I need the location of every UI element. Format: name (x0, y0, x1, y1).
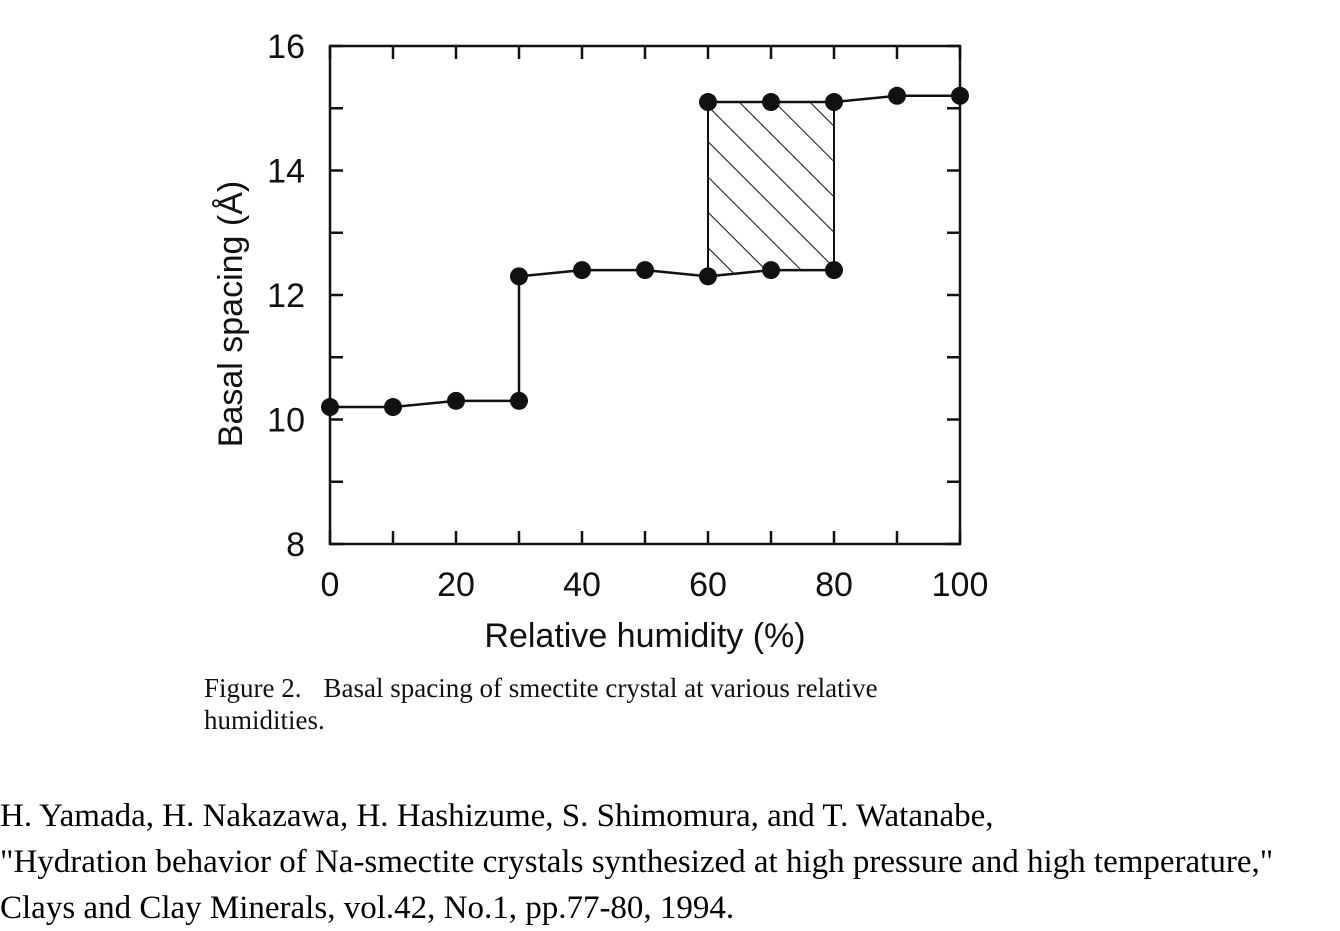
data-point (825, 261, 843, 280)
x-tick-label: 0 (321, 566, 340, 604)
citation-authors: H. Yamada, H. Nakazawa, H. Hashizume, S.… (0, 798, 994, 834)
y-tick-label: 16 (267, 28, 305, 66)
citation-title: "Hydration behavior of Na-smectite cryst… (0, 844, 1274, 880)
data-point (510, 391, 528, 410)
citation-journal: Clays and Clay Minerals, vol.42, No.1, p… (0, 890, 735, 926)
y-tick-label: 8 (286, 526, 305, 564)
data-point (699, 93, 717, 112)
x-tick-label: 80 (815, 566, 853, 604)
data-point (825, 93, 843, 112)
data-point (762, 261, 780, 280)
data-point (384, 398, 402, 417)
y-tick-label: 12 (267, 277, 305, 315)
plot-frame (328, 44, 962, 546)
data-point (699, 267, 717, 286)
data-point (888, 86, 906, 105)
y-tick-label: 10 (267, 402, 305, 440)
figure-number: Figure 2. (204, 673, 302, 703)
x-tick-label: 20 (437, 566, 475, 604)
figure-caption-text: Basal spacing of smectite crystal at var… (204, 673, 878, 735)
figure-caption: Figure 2. Basal spacing of smectite cryst… (204, 672, 1004, 736)
hatched-region (707, 101, 835, 278)
data-point (510, 267, 528, 286)
data-point (951, 86, 969, 105)
y-axis-label: Basal spacing (Å) (212, 181, 250, 447)
y-tick-label: 14 (267, 153, 305, 191)
data-point (636, 261, 654, 280)
x-tick-label: 40 (563, 566, 601, 604)
data-point (762, 93, 780, 112)
data-point (573, 261, 591, 280)
data-point (447, 391, 465, 410)
x-tick-label: 60 (689, 566, 727, 604)
citation: H. Yamada, H. Nakazawa, H. Hashizume, S.… (0, 793, 1340, 931)
basal-spacing-chart: 0 20 40 60 80 100 8 10 12 14 16 Relative humidity … (212, 28, 989, 655)
x-tick-label: 100 (932, 566, 989, 604)
data-point (321, 398, 339, 417)
x-axis-label: Relative humidity (%) (484, 617, 805, 655)
series-line-1 (330, 268, 834, 409)
